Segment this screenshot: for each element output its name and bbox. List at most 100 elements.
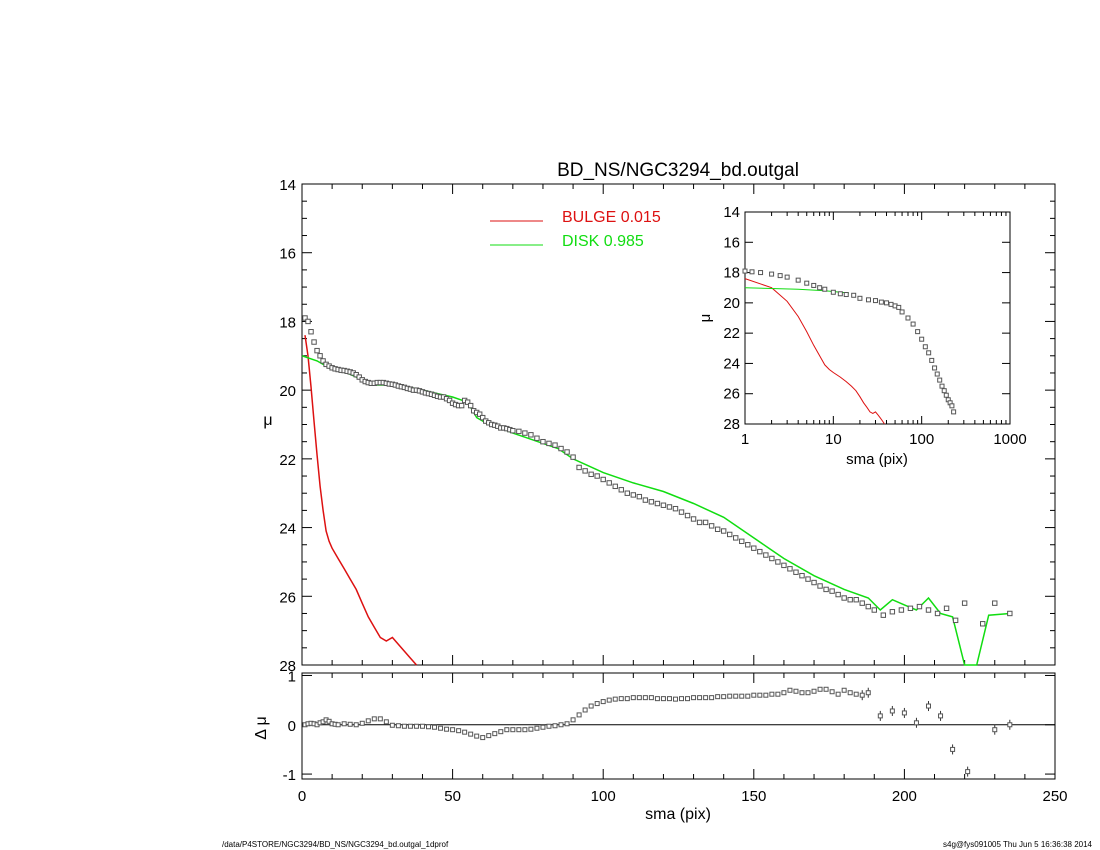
residual-point [359, 720, 365, 726]
profile-point [642, 497, 649, 503]
residual-point [697, 695, 703, 701]
inset-profile-point [777, 273, 783, 279]
inset-plot-panel: 1 10 100 1000 14 16 18 20 22 24 26 28 sma (pix) μ [697, 204, 1027, 468]
main-y-tick-label: 16 [279, 246, 296, 263]
inset-profile-point [934, 371, 940, 377]
inset-profile-point [749, 269, 755, 275]
inset-profile-point [888, 301, 894, 307]
profile-point [564, 449, 570, 455]
residual-point [859, 692, 865, 698]
residual-x-tick-label: 100 [591, 788, 616, 805]
residual-point [618, 696, 624, 702]
residual-point [654, 696, 660, 702]
residual-point [727, 693, 733, 699]
inset-profile-point [822, 286, 828, 292]
residual-point [829, 689, 835, 695]
profile-point [763, 552, 769, 558]
profile-point [528, 432, 534, 438]
residual-point [624, 696, 630, 702]
residual-point [811, 688, 817, 694]
residual-point [733, 693, 739, 699]
profile-point [477, 411, 483, 417]
residual-point [456, 728, 462, 734]
residual-point [703, 695, 709, 701]
inset-x-tick-label: 1000 [993, 431, 1026, 448]
inset-profile-point [922, 344, 928, 350]
inset-profile-point [742, 268, 748, 274]
profile-point [305, 318, 311, 325]
inset-profile-point [949, 403, 955, 409]
profile-point [733, 535, 739, 541]
main-plot-panel: 14 16 18 20 22 24 26 28 μ BULGE 0.015 DISK 0.98… [263, 177, 1056, 675]
residual-point [763, 692, 769, 698]
residual-point [474, 733, 480, 739]
residual-x-tick-label: 250 [1042, 788, 1067, 805]
residual-point [576, 712, 582, 718]
profile-point [582, 468, 588, 474]
residual-point [438, 725, 444, 731]
profile-point [446, 397, 453, 404]
profile-point [871, 607, 877, 613]
profile-point [714, 526, 721, 532]
main-y-tick-label: 24 [279, 521, 296, 538]
inset-y-tick-label: 22 [723, 325, 740, 342]
inset-profile-point [910, 321, 916, 327]
residual-point [546, 723, 552, 729]
residual-point [805, 690, 811, 696]
residual-point [426, 724, 432, 730]
residual-point [419, 723, 425, 729]
profile-point [916, 603, 923, 610]
main-y-tick-label: 22 [279, 452, 296, 469]
profile-point [540, 438, 546, 445]
residual-point [582, 707, 588, 713]
profile-point [793, 569, 799, 575]
profile-point [898, 607, 905, 613]
profile-point [660, 502, 667, 508]
inset-y-tick-label: 16 [723, 234, 740, 251]
residual-x-tick-label: 50 [444, 788, 461, 805]
inset-profile-point [951, 409, 957, 415]
profile-point [534, 435, 540, 441]
profile-point [1007, 610, 1013, 617]
residual-point [588, 703, 594, 709]
inset-profile-point [817, 285, 823, 291]
residual-point [691, 695, 697, 701]
profile-point [865, 603, 871, 610]
profile-point [769, 555, 775, 562]
residual-point [365, 718, 371, 724]
profile-point [702, 519, 709, 526]
inset-profile-point [937, 377, 943, 383]
residual-point [510, 727, 516, 733]
inset-x-axis-label: sma (pix) [846, 451, 908, 468]
residual-point [552, 723, 558, 729]
inset-profile-point [804, 280, 810, 286]
inset-y-tick-label: 14 [723, 204, 740, 221]
residual-point [612, 696, 618, 702]
residual-point [889, 708, 895, 714]
legend-disk-label: DISK 0.985 [562, 233, 644, 250]
residual-point [965, 769, 971, 775]
residual-point [383, 719, 389, 725]
profile-point [458, 402, 465, 409]
profile-point [356, 374, 362, 380]
residual-x-tick-label: 150 [741, 788, 766, 805]
footer-file-path: /data/P4STORE/NGC3294/BD_NS/NGC3294_bd.o… [222, 840, 449, 849]
inset-profile-point [837, 291, 843, 297]
profile-point [606, 480, 612, 486]
residual-point [823, 686, 829, 692]
inset-profile-point [769, 271, 775, 277]
residual-point [540, 724, 546, 730]
profile-point [648, 499, 655, 505]
profile-point [829, 588, 835, 594]
inset-profile-point [943, 392, 949, 398]
residual-point [401, 723, 407, 729]
inset-profile-point [919, 336, 925, 342]
profile-point [817, 583, 823, 589]
residual-point [528, 726, 534, 732]
residual-point [377, 716, 383, 722]
residual-point [781, 690, 787, 696]
main-y-tick-label: 28 [279, 658, 296, 675]
profile-point [510, 427, 516, 434]
